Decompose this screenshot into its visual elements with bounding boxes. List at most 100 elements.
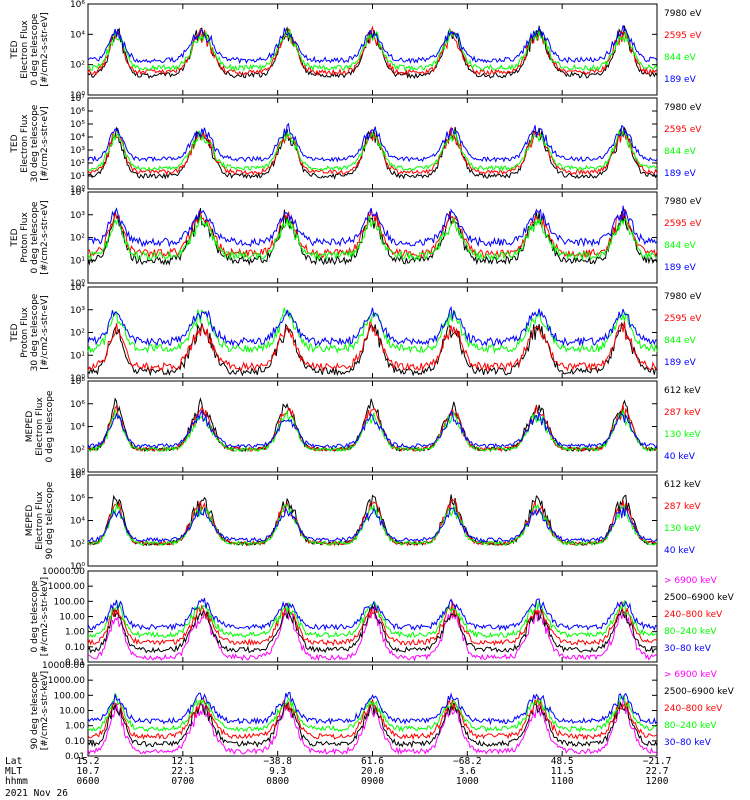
y-tick-label: 10⁶ [70,494,85,504]
y-tick-label: 10⁸ [70,471,85,481]
y-tick-label: 10⁰ [70,279,85,289]
series-line-844-ev [87,129,658,172]
y-tick-label: 10⁰ [70,374,85,384]
flux-panel-2: 10⁰ 10¹ 10² 10³ 10⁴ 10⁵ 10⁶ 10⁷ TED Electron Flux… [10,94,702,195]
y-tick-label: 1000.00 [48,676,85,686]
y-tick-label: 10³ [70,146,85,156]
y-axis-label: 0 deg telescope [30,201,40,273]
time-tick-label: 0900 [361,776,384,787]
series-line-2500-6900-kev [87,698,658,749]
time-tick-label: 0700 [171,776,194,787]
y-tick-label: 1.00 [65,628,85,638]
series-line-844-ev [87,28,658,72]
footer-row-label: MLT [5,766,22,777]
legend-entry: 30–80 keV [664,738,712,748]
y-tick-label: 1.00 [65,722,85,732]
legend-entry: 287 keV [664,408,701,418]
mlt-tick-label: 11.5 [551,766,574,777]
legend-entry: 189 eV [664,169,697,179]
y-tick-label: 10.00 [59,707,85,717]
mlt-tick-label: 22.7 [646,766,669,777]
y-tick-label: 10⁸ [70,377,85,387]
legend-entry: 612 keV [664,480,701,490]
y-axis-label: 0 deg telescope [45,390,55,462]
y-axis-label: 0 deg telescope [30,580,40,652]
y-tick-label: 10⁰ [70,562,85,572]
flux-panel-7: 0.01 0.10 1.00 10.00 100.00 1000.00 10000.000 … [30,567,735,668]
time-tick-label: 0800 [266,776,289,787]
legend-entry: > 6900 keV [664,670,718,680]
legend-entry: 130 keV [664,524,701,534]
y-axis-label: [#/cm2-s-str-keV] [40,671,50,750]
series-line-287-kev [87,404,658,453]
y-axis-label: [#/cm2-s-str-eV] [40,295,50,370]
time-tick-label: 1000 [456,776,479,787]
y-axis-label: 90 deg telescope [30,671,40,749]
y-tick-label: 10⁷ [70,94,85,104]
y-tick-label: 1000.00 [48,582,85,592]
legend-entry: 240–800 keV [664,704,723,714]
panel-frame [87,3,658,96]
legend-entry: 189 eV [664,263,697,273]
series-line-189-ev [87,25,658,65]
y-tick-label: 10⁶ [70,0,85,10]
series-line-189-ev [87,305,658,347]
legend-entry: 40 keV [664,546,696,556]
y-tick-label: 10⁵ [70,120,85,130]
mlt-tick-label: 20.0 [361,766,384,777]
series-line-844-ev [87,214,658,262]
y-tick-label: 10² [70,159,85,169]
y-tick-label: 100.00 [54,597,86,607]
y-tick-label: 10² [70,61,85,71]
legend-entry: 844 eV [664,241,697,251]
panel-frame [87,286,658,379]
y-axis-label: Proton Flux [20,212,30,263]
lat-tick-label: 12.1 [171,756,194,767]
mlt-tick-label: 22.3 [171,766,194,777]
lat-tick-label: −21.7 [643,756,672,767]
y-axis-label: 90 deg telescope [45,481,55,559]
y-axis-label: [#/cm2-s-str-eV] [40,12,50,87]
y-axis-label: [#/cm2-s-str-keV] [40,577,50,656]
time-tick-label: 0600 [77,776,100,787]
y-tick-label: 10² [70,234,85,244]
legend-entry: 7980 eV [664,197,702,207]
series-line-30-80-kev [87,691,658,726]
y-tick-label: 10³ [70,211,85,221]
flux-panel-4: 10⁰ 10¹ 10² 10³ 10⁴ TED Proton Flux 30 deg tele… [10,283,702,384]
panel-frame [87,570,658,663]
legend-entry: 2595 eV [664,31,702,41]
lat-tick-label: −68.2 [453,756,482,767]
legend-entry: 7980 eV [664,103,702,113]
legend-entry: 2595 eV [664,314,702,324]
y-axis-label: Electron Flux [35,397,45,456]
y-axis-label: Electron Flux [20,114,30,173]
legend-entry: 30–80 keV [664,644,712,654]
series-line-240-800-kev [87,697,658,741]
y-tick-label: 10² [70,445,85,455]
series-line--6900-kev [87,605,658,662]
y-axis-label: 30 deg telescope [30,293,40,371]
y-tick-label: 10² [70,329,85,339]
series-line-130-kev [87,503,658,547]
legend-entry: 844 eV [664,147,697,157]
y-tick-label: 10⁶ [70,107,85,117]
legend-entry: 130 keV [664,430,701,440]
series-line-2595-ev [87,320,657,373]
flux-panel-3: 10⁰ 10¹ 10² 10³ 10⁴ TED Proton Flux 0 deg teles… [10,188,702,289]
y-tick-label: 10⁰ [70,468,85,478]
flux-panel-6: 10⁰ 10² 10⁴ 10⁶ 10⁸ MEPED Electron Flux 90 deg … [25,471,701,572]
y-tick-label: 10⁰ [70,91,85,101]
legend-entry: 189 eV [664,75,697,85]
series-line-189-ev [87,122,658,163]
y-tick-label: 10⁴ [70,133,85,143]
series-line--6900-kev [87,700,658,756]
legend-entry: 40 keV [664,452,696,462]
y-tick-label: 10¹ [70,256,85,266]
y-tick-label: 10² [70,539,85,549]
y-tick-label: 0.01 [65,752,85,762]
footer-row-label: Lat [5,756,22,767]
series-line-80-240-kev [87,692,657,733]
